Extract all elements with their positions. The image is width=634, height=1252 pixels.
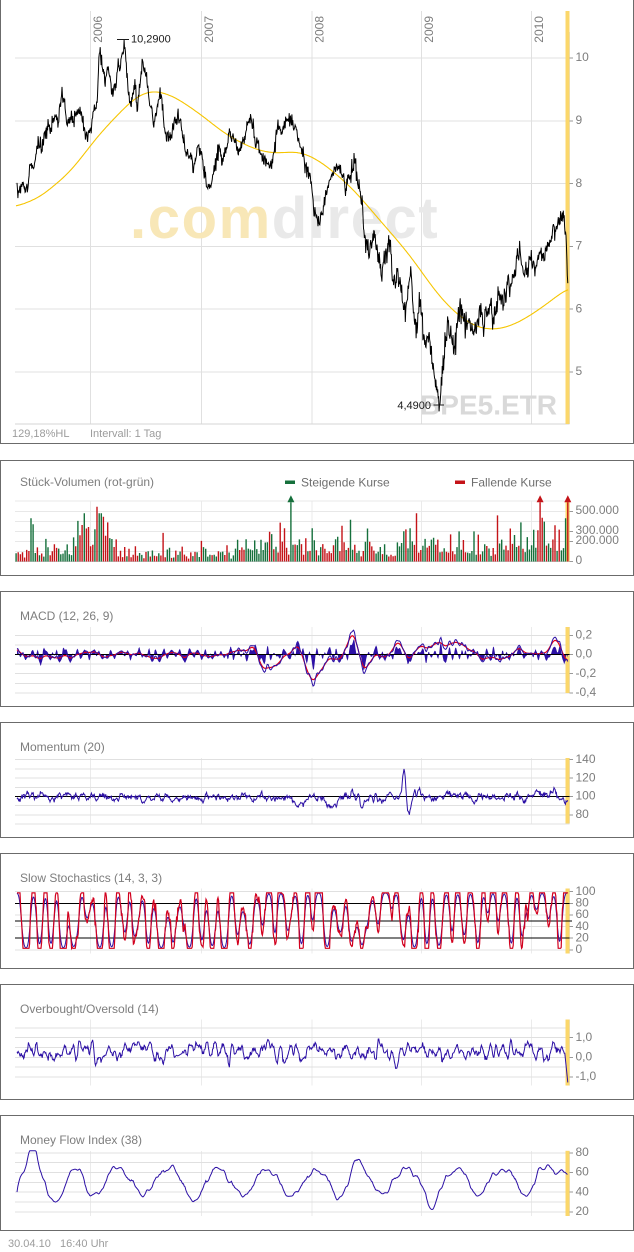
svg-text:1,0: 1,0 <box>576 1030 593 1044</box>
svg-text:30.04.10 16:40 Uhr: 30.04.10 16:40 Uhr <box>8 1238 109 1250</box>
svg-text:80: 80 <box>576 896 590 910</box>
svg-text:-0,4: -0,4 <box>576 685 597 699</box>
svg-text:8: 8 <box>576 176 583 190</box>
svg-text:-1,0: -1,0 <box>576 1069 597 1083</box>
svg-text:60: 60 <box>576 1165 590 1179</box>
svg-text:Money Flow Index (38): Money Flow Index (38) <box>20 1133 142 1147</box>
svg-text:7: 7 <box>576 239 583 253</box>
svg-text:40: 40 <box>576 1184 590 1198</box>
svg-text:120: 120 <box>576 770 596 784</box>
svg-text:4,4900: 4,4900 <box>397 400 431 412</box>
svg-text:2009: 2009 <box>422 16 436 43</box>
svg-text:2006: 2006 <box>91 16 105 43</box>
svg-text:-0,2: -0,2 <box>576 666 597 680</box>
svg-text:6: 6 <box>576 301 583 315</box>
svg-text:Steigende Kurse: Steigende Kurse <box>301 476 390 490</box>
svg-text:100: 100 <box>576 884 596 898</box>
svg-text:500.000: 500.000 <box>576 503 620 517</box>
svg-text:129,18%HL: 129,18%HL <box>12 428 70 440</box>
svg-text:300.000: 300.000 <box>576 523 620 537</box>
svg-text:20: 20 <box>576 930 590 944</box>
svg-text:0,0: 0,0 <box>576 647 593 661</box>
svg-text:2010: 2010 <box>532 16 546 43</box>
svg-text:0: 0 <box>576 553 583 567</box>
svg-text:0: 0 <box>576 942 583 956</box>
svg-text:Intervall: 1 Tag: Intervall: 1 Tag <box>90 428 161 440</box>
svg-text:140: 140 <box>576 752 596 766</box>
svg-text:200.000: 200.000 <box>576 533 620 547</box>
svg-text:.comdirect: .comdirect <box>130 186 439 251</box>
svg-text:40: 40 <box>576 919 590 933</box>
svg-text:20: 20 <box>576 1204 590 1218</box>
svg-text:2007: 2007 <box>202 16 216 43</box>
svg-text:0,0: 0,0 <box>576 1050 593 1064</box>
svg-text:5: 5 <box>576 364 583 378</box>
svg-text:80: 80 <box>576 807 590 821</box>
svg-text:60: 60 <box>576 907 590 921</box>
svg-text:10,2900: 10,2900 <box>131 34 171 46</box>
svg-text:9: 9 <box>576 113 583 127</box>
svg-text:Slow Stochastics (14, 3, 3): Slow Stochastics (14, 3, 3) <box>20 871 162 885</box>
svg-text:80: 80 <box>576 1145 590 1159</box>
svg-text:0,2: 0,2 <box>576 628 593 642</box>
svg-text:Overbought/Oversold (14): Overbought/Oversold (14) <box>20 1002 159 1016</box>
svg-text:MACD (12, 26, 9): MACD (12, 26, 9) <box>20 609 113 623</box>
svg-text:10: 10 <box>576 50 590 64</box>
svg-text:2008: 2008 <box>313 16 327 43</box>
svg-text:Momentum (20): Momentum (20) <box>20 740 105 754</box>
svg-text:100: 100 <box>576 789 596 803</box>
svg-text:Stück-Volumen (rot-grün): Stück-Volumen (rot-grün) <box>20 475 154 489</box>
svg-text:Fallende Kurse: Fallende Kurse <box>471 476 552 490</box>
